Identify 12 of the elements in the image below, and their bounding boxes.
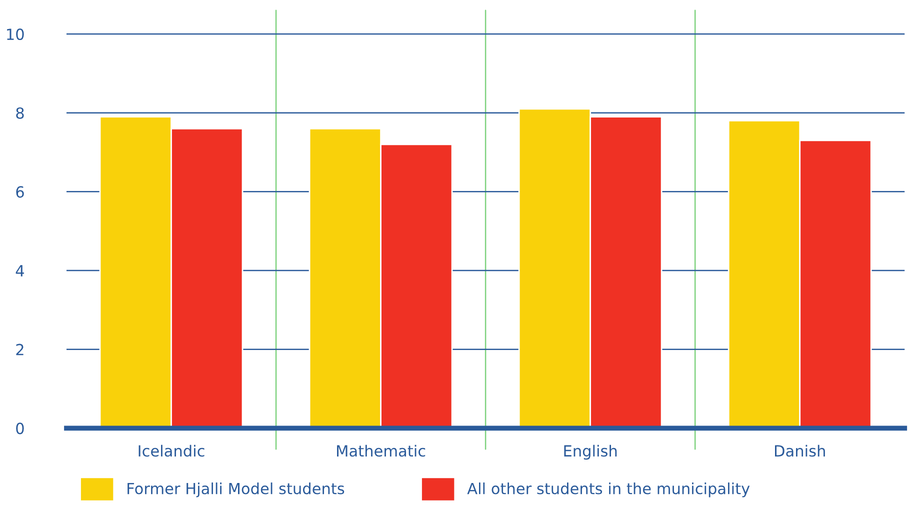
y-tick-label: 2 bbox=[16, 344, 24, 356]
y-tick-label: 8 bbox=[16, 107, 24, 119]
x-tick-label: Mathematic bbox=[337, 444, 426, 457]
legend-label: All other students in the municipality bbox=[467, 482, 750, 498]
x-tick-label: English bbox=[564, 444, 617, 460]
y-tick-label: 0 bbox=[16, 422, 24, 434]
x-tick-label: Icelandic bbox=[138, 444, 204, 457]
legend-label: Former Hjalli Model students bbox=[128, 482, 344, 498]
y-tick-label: 6 bbox=[16, 186, 24, 198]
y-tick-label: 10 bbox=[7, 28, 24, 40]
y-tick-label: 4 bbox=[16, 265, 24, 276]
x-tick-label: Danish bbox=[775, 444, 825, 457]
